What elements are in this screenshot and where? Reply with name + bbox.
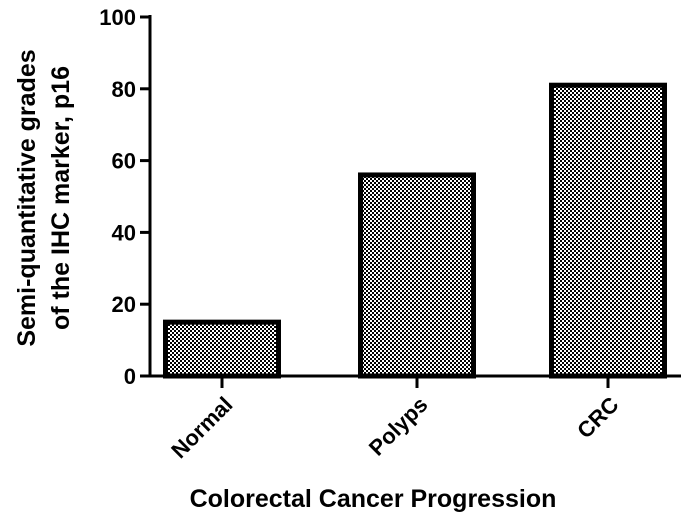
- bars-group: [163, 82, 667, 379]
- y-axis: 0 20 40 60 80 100: [99, 5, 152, 389]
- y-axis-title: Semi-quantitative grades of the IHC mark…: [13, 49, 75, 346]
- bar-crc: [549, 82, 667, 379]
- y-tick-label: 80: [112, 77, 136, 102]
- x-axis-title: Colorectal Cancer Progression: [190, 485, 557, 513]
- y-axis-title-line-1: Semi-quantitative grades: [13, 49, 41, 346]
- bar-polyps: [358, 172, 476, 379]
- x-tick-label: Normal: [166, 392, 237, 463]
- bar-normal: [163, 319, 281, 379]
- y-tick-label: 60: [112, 149, 136, 174]
- x-axis: Normal Polyps CRC: [140, 374, 681, 463]
- y-tick-label: 40: [112, 220, 136, 245]
- y-tick-label: 20: [112, 292, 136, 317]
- y-axis-title-line-2: of the IHC marker, p16: [47, 66, 75, 330]
- y-tick-label: 100: [99, 5, 136, 30]
- y-tick-label: 0: [124, 364, 136, 389]
- x-tick-label: CRC: [572, 392, 623, 443]
- x-tick-label: Polyps: [364, 392, 433, 461]
